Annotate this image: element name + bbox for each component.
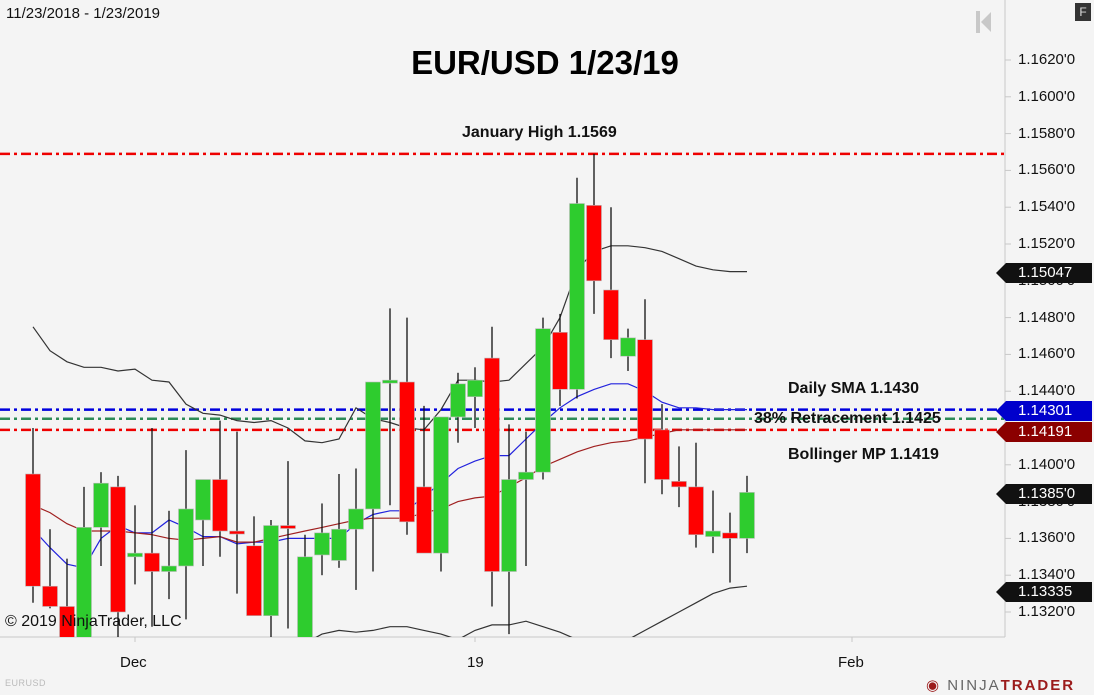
y-axis-label: 1.1620'0 (1018, 51, 1076, 68)
instrument-label: EURUSD (5, 678, 47, 688)
y-axis-label: 1.1580'0 (1018, 124, 1076, 142)
price-flag: 1.14301 (996, 401, 1092, 421)
y-axis-label: 1.1560'0 (1018, 161, 1076, 179)
bollinger-mp-label: Bollinger MP 1.1419 (788, 446, 939, 463)
retracement-label: 38% Retracement 1.1425 (754, 410, 941, 427)
x-label-19: 19 (467, 654, 484, 671)
x-label-dec: Dec (120, 654, 147, 671)
price-flag: 1.15047 (996, 263, 1092, 283)
y-axis-label: 1.1400'0 (1018, 455, 1076, 473)
ninjatrader-logo: ◉ NINJATRADER (926, 677, 1076, 694)
y-axis-label: 1.1340'0 (1018, 566, 1076, 584)
logo-icon: ◉ (926, 677, 942, 694)
price-flag: 1.13335 (996, 582, 1092, 602)
x-label-feb: Feb (838, 654, 864, 671)
date-range: 11/23/2018 - 1/23/2019 (6, 5, 161, 22)
f-button[interactable]: F (1075, 3, 1091, 21)
y-axis-label: 1.1460'0 (1018, 345, 1076, 363)
chart-title: EUR/USD 1/23/19 (411, 44, 679, 81)
y-axis-label: 1.1440'0 (1018, 382, 1076, 400)
y-axis-label: 1.1600'0 (1018, 87, 1076, 105)
y-axis-label: 1.1520'0 (1018, 235, 1076, 252)
copyright: © 2019 NinjaTrader, LLC (5, 613, 182, 630)
y-axis-label: 1.1480'0 (1018, 308, 1076, 326)
price-flag: 1.1385'0 (996, 484, 1092, 504)
y-axis-label: 1.1320'0 (1018, 603, 1076, 620)
daily-sma-label: Daily SMA 1.1430 (788, 380, 920, 397)
y-axis-label: 1.1540'0 (1018, 198, 1076, 216)
y-axis-label: 1.1360'0 (1018, 529, 1076, 547)
skip-to-start-icon[interactable] (976, 11, 992, 38)
price-flag: 1.14191 (996, 422, 1092, 442)
january-high-label: January High 1.1569 (462, 124, 617, 141)
